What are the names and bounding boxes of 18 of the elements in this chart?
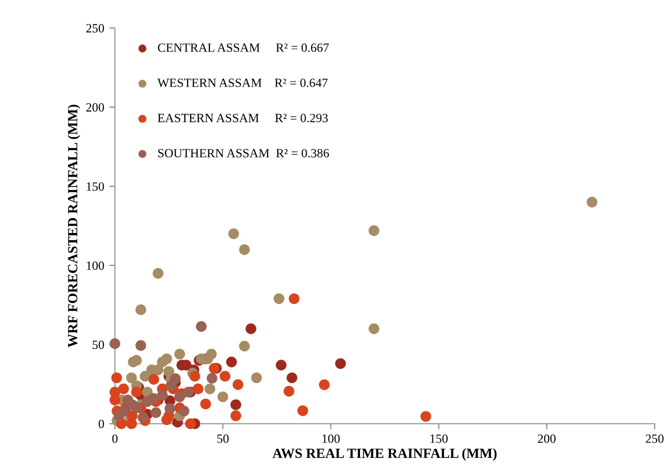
x-tick-label: 250: [646, 434, 664, 443]
y-tick-label: 150: [86, 182, 104, 191]
y-tick-label: 50: [92, 340, 104, 350]
x-tick-label: 200: [538, 434, 556, 443]
y-tick-label: 200: [86, 103, 104, 112]
x-tick-label: 100: [322, 434, 340, 443]
legend-label: WESTERN ASSAM R² = 0.647: [157, 78, 328, 88]
x-axis-title: AWS REAL TIME RAINFALL (MM): [272, 448, 497, 461]
legend-label: SOUTHERN ASSAM R² = 0.386: [158, 148, 329, 158]
x-tick-label: 50: [217, 434, 229, 443]
legend-label: EASTERN ASSAM R² = 0.293: [158, 114, 328, 122]
y-tick-label: 0: [98, 420, 104, 428]
legend-label: CENTRAL ASSAM R² = 0.667: [158, 43, 329, 52]
x-tick-label: 150: [430, 434, 448, 443]
y-tick-label: 100: [86, 261, 104, 270]
y-axis-title: WRF FORECASTED RAINFALL (MM): [68, 104, 80, 348]
y-tick-label: 250: [86, 24, 104, 32]
x-tick-label: 0: [112, 434, 118, 443]
